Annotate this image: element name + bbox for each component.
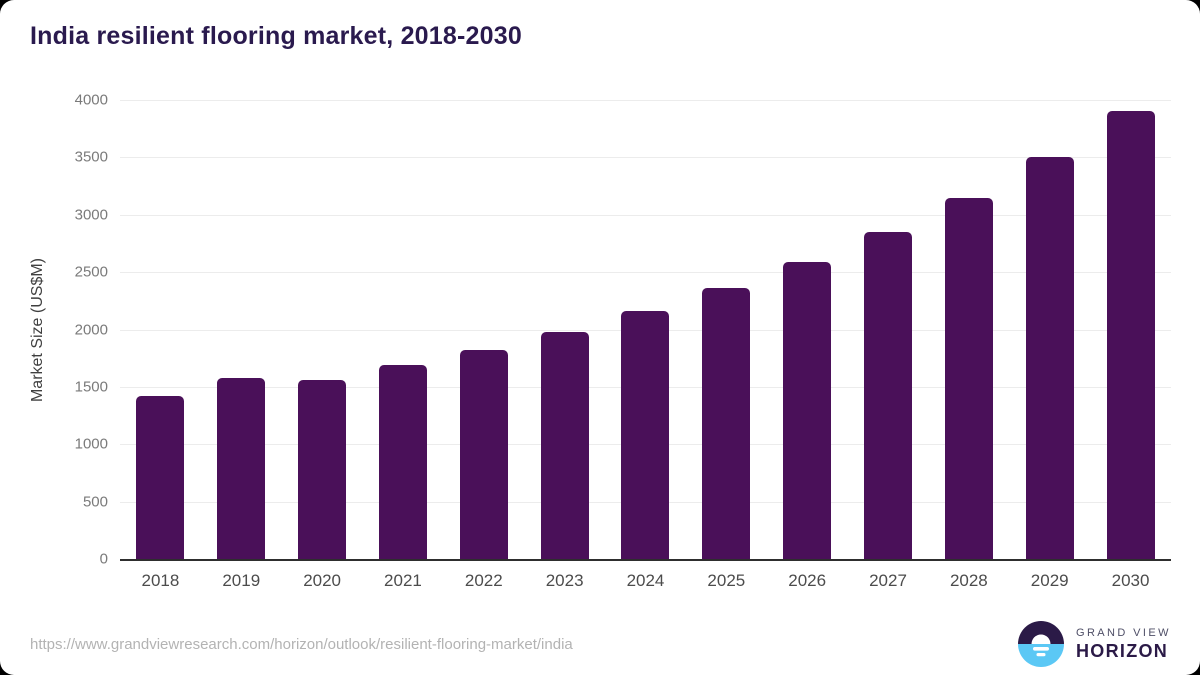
- y-tick-2500: 2500: [74, 263, 108, 281]
- logo-horizon-text: HORIZON: [1076, 640, 1169, 661]
- gridline-2500: [120, 272, 1171, 274]
- y-tick-2000: 2000: [74, 321, 108, 338]
- x-tick-2023: 2023: [545, 571, 584, 590]
- x-tick-2027: 2027: [869, 571, 907, 590]
- bar-2019: [217, 377, 266, 559]
- bar-col-2026: [767, 100, 848, 559]
- x-tick-2019: 2019: [222, 571, 261, 590]
- bar-2024: [621, 311, 670, 559]
- x-axis-labels: 2018 2019 2020 2021 2022 2023 2024 2025 2026 2027…: [120, 571, 1171, 591]
- y-tick-1000: 1000: [74, 435, 108, 453]
- logo-grand-view-text: GRAND VIEW: [1076, 626, 1171, 639]
- bar-col-2021: [363, 100, 444, 559]
- y-tick-3500: 3500: [74, 148, 108, 166]
- x-tick-2020: 2020: [303, 571, 342, 590]
- x-tick-2025: 2025: [707, 571, 746, 590]
- x-tick-2026: 2026: [788, 571, 827, 590]
- bar-col-2029: [1009, 100, 1090, 559]
- bar-col-2030: [1090, 100, 1171, 559]
- x-tick-2022: 2022: [464, 571, 503, 590]
- y-axis-title: Market Size (US$M): [29, 257, 46, 403]
- bar-col-2028: [928, 100, 1009, 559]
- bar-2018: [136, 396, 185, 559]
- bar-2023: [540, 331, 589, 559]
- bar-2029: [1025, 157, 1074, 559]
- x-tick-2024: 2024: [626, 571, 665, 590]
- bar-2022: [459, 350, 508, 559]
- x-tick-2028: 2028: [949, 571, 988, 590]
- gridline-3500: [120, 157, 1171, 159]
- bar-col-2019: [201, 100, 282, 559]
- bar-2026: [783, 261, 832, 559]
- y-tick-500: 500: [82, 493, 108, 511]
- bar-2027: [864, 231, 913, 559]
- x-tick-2021: 2021: [384, 571, 422, 590]
- bar-col-2022: [443, 100, 524, 559]
- x-tick-2029: 2029: [1030, 571, 1069, 590]
- gridline-4000: [120, 100, 1171, 101]
- y-tick-1500: 1500: [74, 378, 108, 396]
- source-url: https://www.grandviewresearch.com/horizo…: [30, 636, 573, 653]
- bar-2028: [944, 197, 993, 559]
- plot-area: 0 500 1000 1500 2000 2500 3000 3500 4000 2018 2019…: [75, 92, 1171, 590]
- bar-2030: [1106, 111, 1155, 559]
- x-tick-2018: 2018: [141, 571, 180, 590]
- page-title: India resilient flooring market, 2018-20…: [30, 22, 522, 50]
- bar-col-2020: [282, 100, 363, 559]
- y-tick-4000: 4000: [74, 91, 108, 109]
- x-tick-2030: 2030: [1111, 571, 1150, 590]
- bar-2025: [702, 288, 751, 559]
- bar-2020: [298, 380, 347, 559]
- bar-col-2018: [120, 100, 201, 559]
- y-tick-3000: 3000: [74, 206, 108, 224]
- bar-col-2027: [848, 100, 929, 559]
- bar-col-2025: [686, 100, 767, 559]
- bar-2021: [378, 365, 427, 559]
- gridline-3000: [120, 214, 1171, 216]
- grand-view-horizon-logo: GRAND VIEW HORIZON: [1018, 621, 1171, 667]
- bar-col-2024: [605, 100, 686, 559]
- bars-row: [120, 100, 1171, 559]
- bar-col-2023: [524, 100, 605, 559]
- horizon-sun-logo-icon: [1018, 621, 1064, 667]
- y-tick-0: 0: [99, 550, 108, 568]
